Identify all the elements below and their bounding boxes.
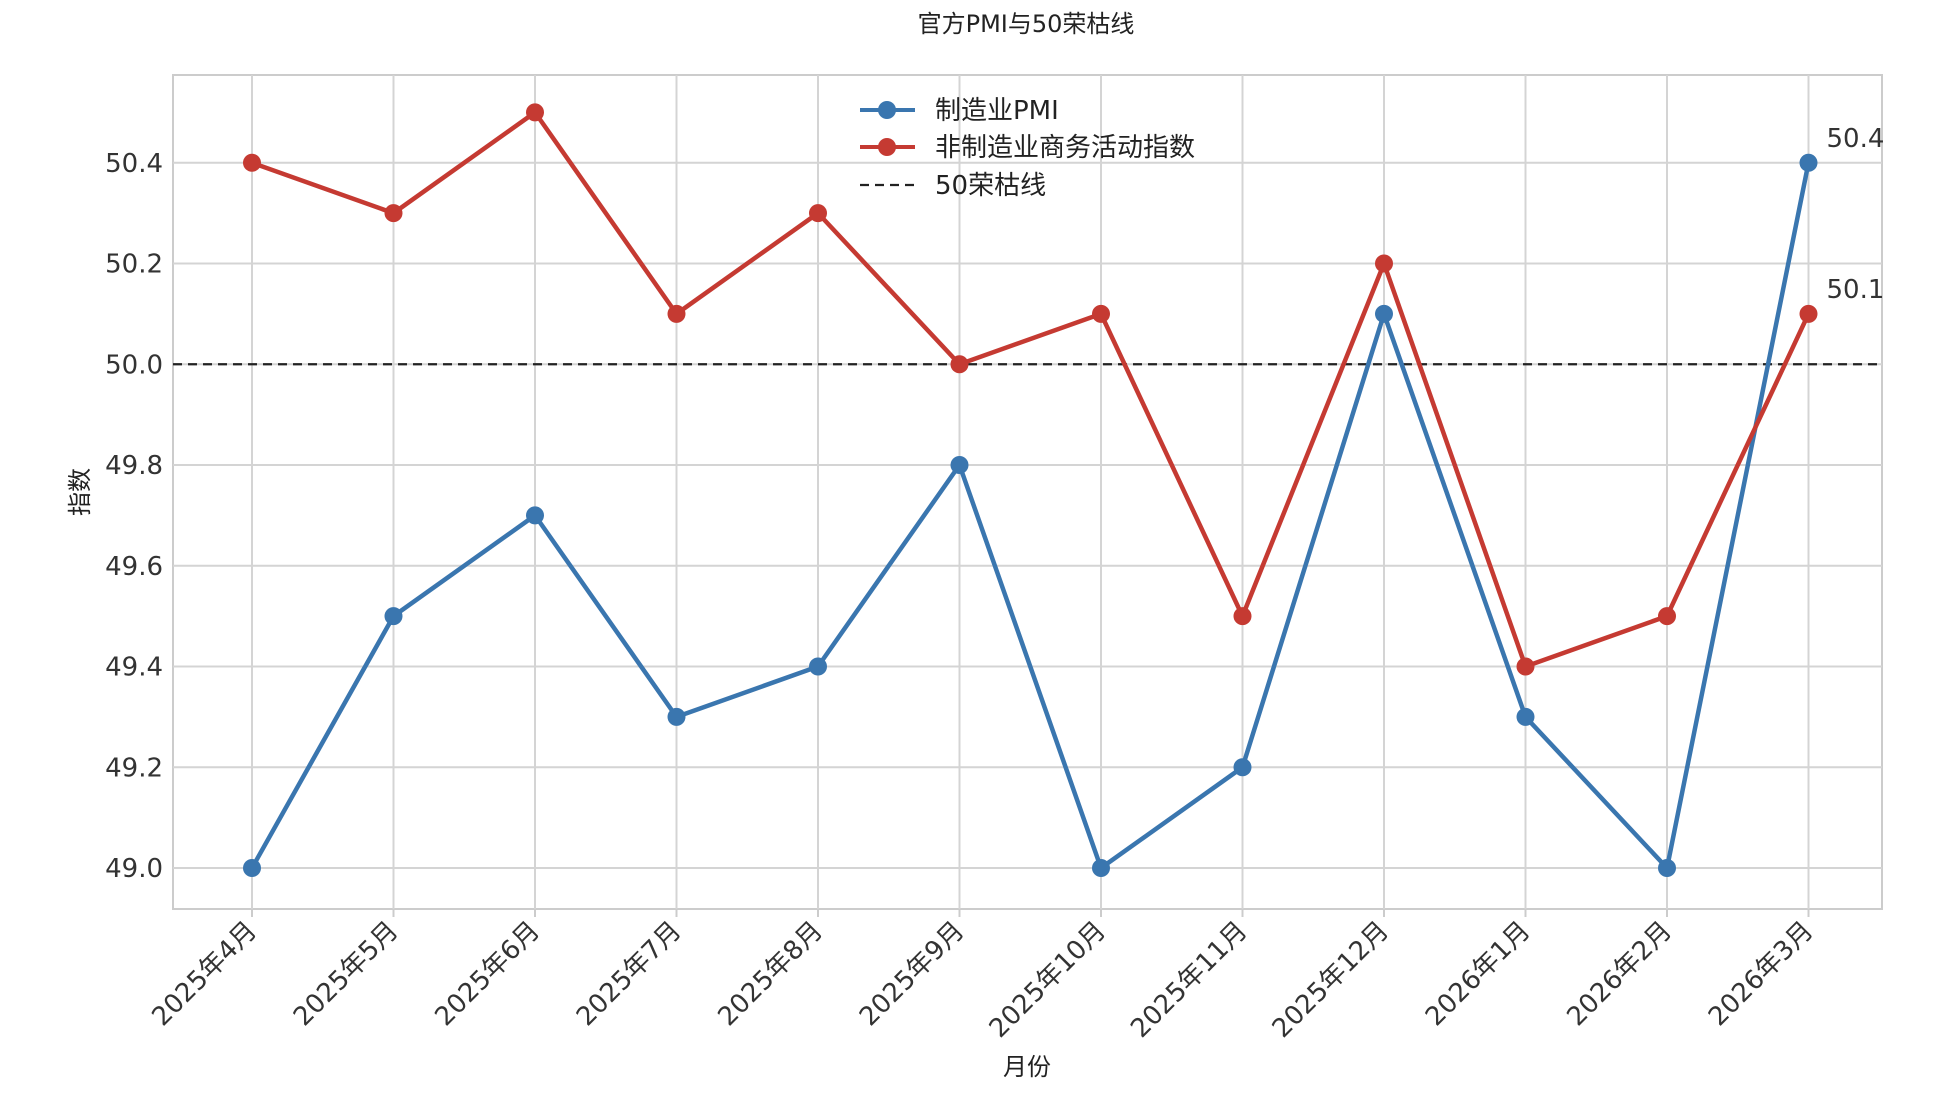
end-label-1: 50.1: [1827, 275, 1885, 305]
series-0-point-3: [667, 707, 686, 726]
series-1-point-1: [384, 204, 403, 223]
chart-title: 官方PMI与50荣枯线: [918, 10, 1135, 38]
x-tick-label-10: 2026年2月: [1561, 916, 1677, 1032]
series-1-point-5: [950, 355, 969, 374]
legend-label-manufacturing: 制造业PMI: [935, 96, 1059, 126]
y-tick-label-3: 49.6: [105, 552, 163, 582]
series-1-point-0: [243, 153, 261, 172]
legend-marker-manufacturing: [878, 101, 896, 119]
series-0-point-8: [1375, 304, 1393, 323]
x-tick-label-5: 2025年9月: [854, 916, 970, 1032]
series-line-1: [251, 110, 1811, 669]
grid-layer: [173, 75, 1882, 917]
y-axis-title: 指数: [66, 468, 94, 516]
x-tick-label-7: 2025年11月: [1125, 916, 1253, 1044]
series-0-point-2: [526, 506, 544, 525]
x-axis-title: 月份: [1003, 1053, 1051, 1081]
series-1-point-7: [1233, 607, 1252, 626]
y-tick-labels: 49.0 49.2 49.4 49.6 49.8 50.0 50.2 50.4: [105, 149, 163, 884]
series-0-point-4: [809, 657, 827, 676]
series-0-point-11: [1799, 153, 1818, 172]
x-tick-label-0: 2025年4月: [146, 916, 262, 1032]
series-1-point-6: [1092, 304, 1110, 323]
legend-label-nonmanufacturing: 非制造业商务活动指数: [935, 133, 1195, 163]
y-tick-label-7: 50.4: [105, 149, 163, 179]
y-tick-label-5: 50.0: [105, 350, 163, 380]
x-tick-label-9: 2026年1月: [1420, 916, 1536, 1032]
series-1-point-9: [1516, 657, 1535, 676]
legend: 制造业PMI 非制造业商务活动指数 50荣枯线: [860, 96, 1195, 201]
series-0-point-5: [950, 456, 969, 474]
x-tick-label-11: 2026年3月: [1703, 916, 1819, 1032]
series-1-point-10: [1658, 607, 1676, 626]
x-tick-label-4: 2025年8月: [712, 916, 828, 1032]
plot-area: [172, 74, 1883, 910]
x-tick-label-3: 2025年7月: [571, 916, 687, 1032]
y-tick-label-4: 49.8: [105, 451, 163, 481]
end-label-0: 50.4: [1827, 124, 1885, 154]
x-tick-label-8: 2025年12月: [1267, 916, 1395, 1044]
y-tick-label-2: 49.4: [105, 653, 163, 683]
legend-label-reference: 50荣枯线: [935, 171, 1046, 201]
series-0-point-0: [243, 859, 261, 877]
series-1-point-4: [809, 204, 827, 223]
x-tick-label-2: 2025年6月: [429, 916, 545, 1032]
end-labels: 50.4 50.1: [1827, 124, 1885, 305]
x-tick-label-1: 2025年5月: [288, 916, 404, 1032]
x-tick-labels: 2025年4月 2025年5月 2025年6月 2025年7月 2025年8月 2025年…: [146, 916, 1819, 1044]
series-1-point-3: [667, 304, 686, 323]
y-tick-label-1: 49.2: [105, 753, 163, 783]
series-layer: [243, 103, 1818, 877]
series-0-point-10: [1658, 859, 1676, 877]
series-0-point-9: [1516, 707, 1535, 726]
series-1-point-2: [526, 103, 544, 122]
legend-marker-nonmanufacturing: [878, 138, 896, 156]
series-1-point-8: [1375, 254, 1393, 273]
y-tick-label-6: 50.2: [105, 250, 163, 280]
series-0-point-6: [1092, 859, 1110, 877]
series-0-point-7: [1233, 758, 1252, 777]
series-line-0: [250, 162, 1811, 871]
series-1-point-11: [1799, 304, 1818, 323]
x-tick-label-6: 2025年10月: [984, 916, 1112, 1044]
y-tick-label-0: 49.0: [105, 854, 163, 884]
series-0-point-1: [384, 607, 403, 626]
